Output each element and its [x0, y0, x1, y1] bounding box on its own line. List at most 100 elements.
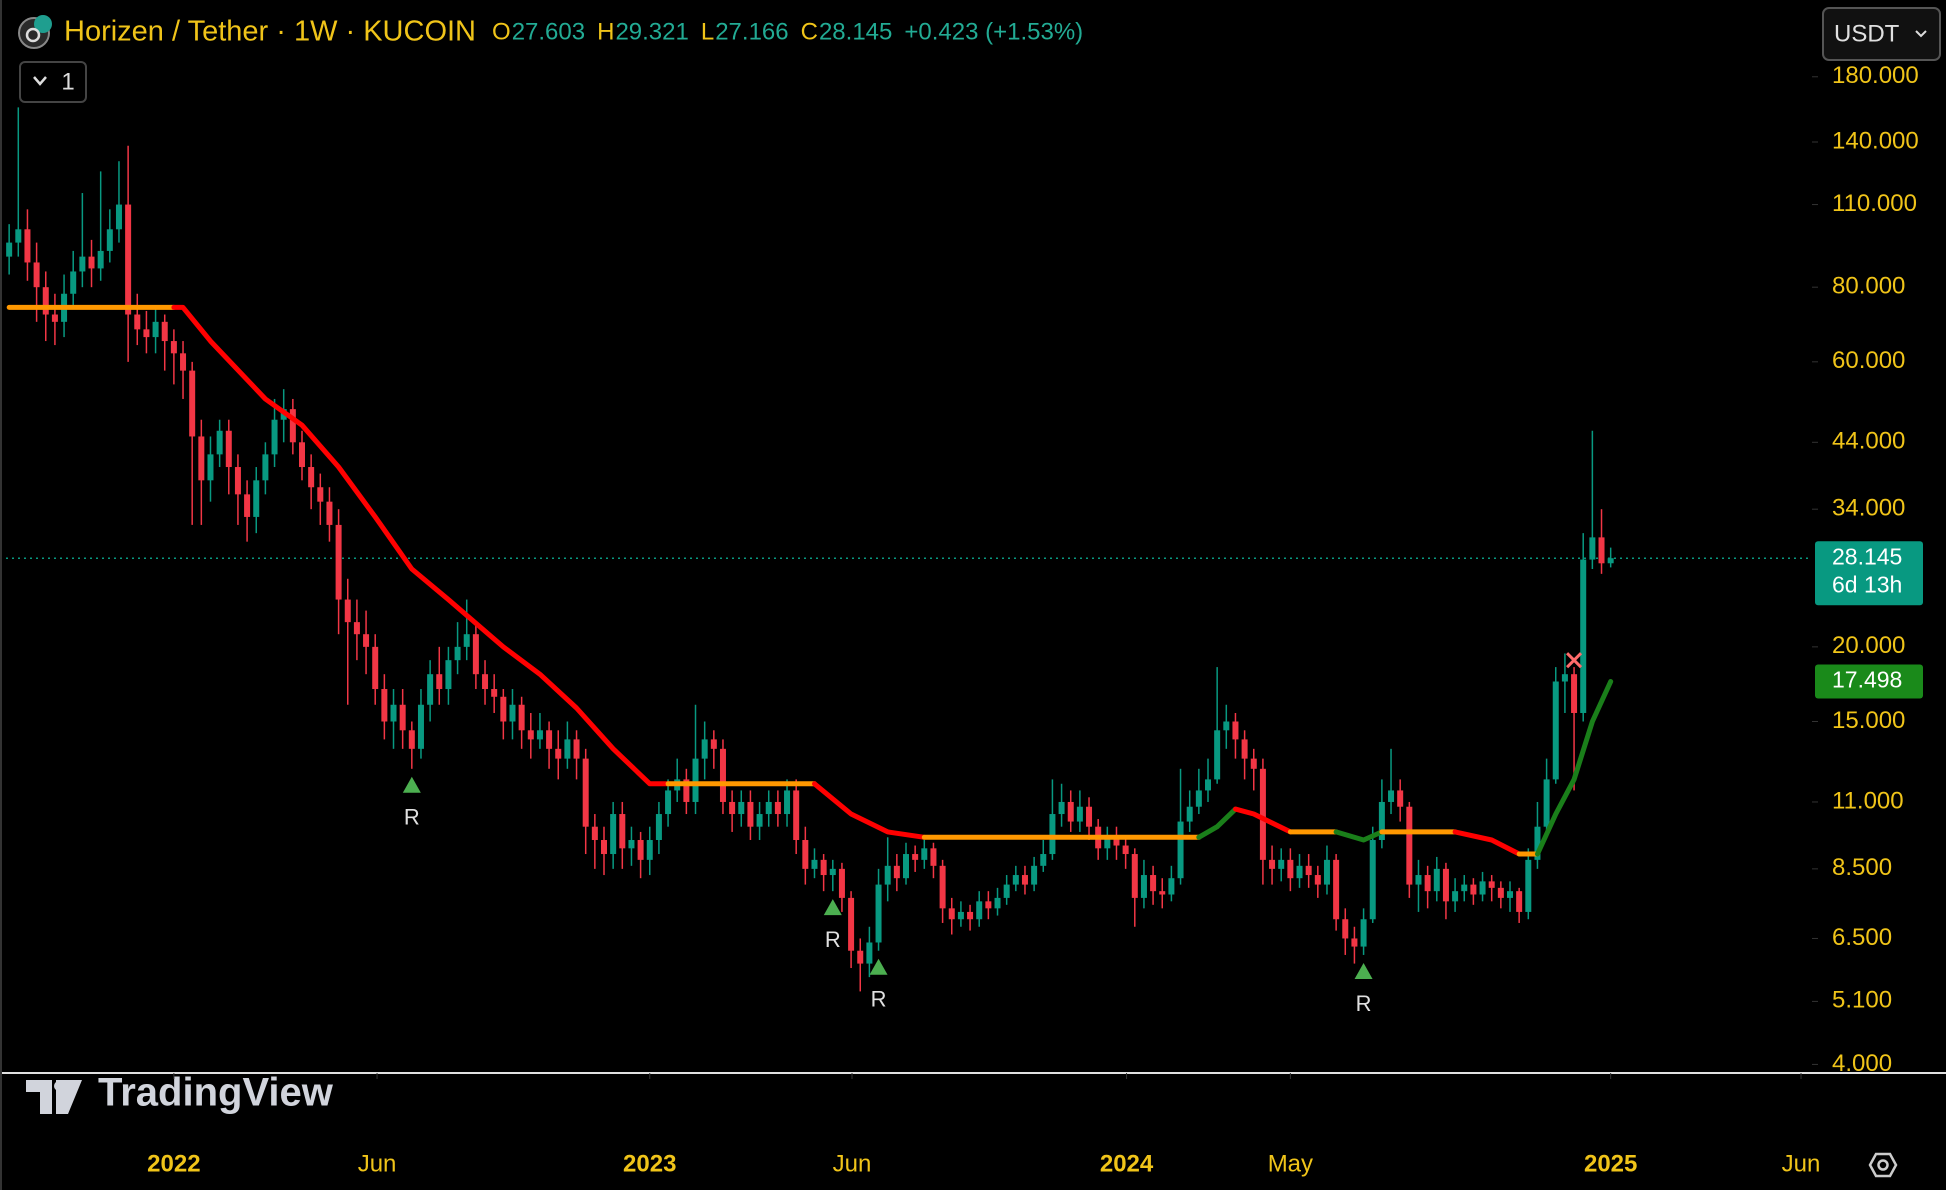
candle-body [500, 696, 507, 722]
candle-body [1369, 840, 1376, 920]
candle-body [262, 454, 269, 481]
candle-body [79, 256, 86, 272]
candle-body [1360, 919, 1367, 947]
y-tick-label: 180.000 [1832, 62, 1919, 89]
candle-body [1552, 681, 1559, 780]
candle-body [1086, 806, 1093, 827]
candle-body [976, 901, 983, 920]
candle-body [97, 250, 104, 269]
chart-title: Horizen / Tether · 1W · KUCOIN [64, 16, 476, 48]
y-tick-label: 44.000 [1832, 428, 1905, 455]
candle-body [729, 801, 736, 815]
x-tick-label: May [1268, 1150, 1313, 1177]
indicator-line [1452, 829, 1522, 857]
x-tick-label: 2024 [1100, 1150, 1154, 1177]
candle-body [1424, 875, 1431, 892]
candle-body [564, 739, 571, 759]
ohlc-key: O [492, 18, 511, 45]
candle-body [289, 409, 296, 443]
candle-body [701, 739, 708, 759]
candle-body [24, 229, 31, 263]
candle-body [125, 204, 132, 315]
candle-body [1442, 868, 1449, 902]
candle-body [1250, 758, 1257, 769]
candle-body [811, 859, 818, 869]
candle-body [948, 908, 955, 920]
candle-body [1232, 721, 1239, 740]
candle-body [472, 634, 479, 675]
candle-body [299, 442, 305, 468]
y-tick-label: 5.100 [1832, 987, 1892, 1014]
candle-body [1397, 790, 1404, 807]
y-tick-label: 80.000 [1832, 273, 1905, 300]
candle-body [1378, 801, 1385, 841]
candle-body [1461, 884, 1468, 892]
candle-body [665, 790, 672, 815]
candle-body [482, 674, 489, 690]
candle-body [509, 704, 516, 722]
candle-body [536, 730, 543, 740]
pane-button-label: 1 [61, 68, 74, 95]
indicator-line [1233, 806, 1293, 835]
watermark: TradingView [26, 1071, 334, 1115]
candle-body [1323, 859, 1330, 885]
y-tick-label: 20.000 [1832, 632, 1905, 659]
indicator-line [1196, 806, 1238, 840]
price-badge [1815, 664, 1923, 699]
x-tick-label: Jun [1782, 1150, 1821, 1177]
candle-body [88, 256, 95, 269]
candle-body [335, 524, 342, 600]
candle-body [463, 634, 470, 647]
pane-button[interactable]: 1 [19, 61, 87, 103]
candle-body [1571, 674, 1578, 713]
y-tick-label: 11.000 [1832, 787, 1904, 814]
candle-body [1589, 537, 1596, 560]
candle-body [445, 660, 452, 690]
candle-body [994, 897, 1001, 909]
candle-body [244, 494, 251, 517]
candle-body [1278, 859, 1285, 869]
candle-body [189, 370, 196, 437]
ohlc-key: L [701, 18, 714, 45]
candle-body [1049, 814, 1056, 855]
candle-body [903, 854, 909, 879]
y-tick-label: 110.000 [1832, 190, 1917, 217]
candle-body [381, 689, 388, 722]
cross-marker [1565, 652, 1583, 669]
currency-button[interactable]: USDT [1822, 7, 1941, 61]
settings-button[interactable] [1868, 1152, 1898, 1178]
candle-body [198, 436, 205, 481]
signal-marker [823, 899, 842, 916]
candle-body [591, 826, 598, 841]
candle-body [756, 814, 763, 827]
ohlc-value: 29.321 [615, 18, 688, 45]
y-tick-label: 140.000 [1832, 127, 1919, 154]
candle-body [820, 859, 827, 876]
candle-body [180, 353, 187, 371]
candle-body [939, 865, 946, 909]
x-tick-label: 2023 [623, 1150, 676, 1177]
price-badge-label: 28.145 [1832, 543, 1902, 569]
candle-body [912, 854, 919, 860]
candle-body [802, 840, 809, 869]
candle-body [207, 454, 214, 481]
x-tick-label: Jun [358, 1150, 397, 1177]
candle-body [161, 321, 168, 342]
candle-body [719, 748, 726, 802]
candle-body [152, 321, 159, 338]
y-tick-label: 4.000 [1832, 1050, 1892, 1077]
candle-body [106, 229, 113, 251]
candle-body [317, 487, 324, 502]
symbol-logo [18, 15, 52, 49]
candle-body [1333, 859, 1340, 920]
y-tick-label: 6.500 [1832, 924, 1892, 951]
candle-body [1241, 739, 1248, 759]
candle-body [893, 865, 900, 879]
candle-body [793, 790, 800, 841]
candle-body [1534, 826, 1541, 860]
candle-body [555, 748, 562, 759]
candle-body [1214, 730, 1221, 780]
currency-label: USDT [1834, 20, 1900, 47]
candle-body [1342, 919, 1349, 939]
